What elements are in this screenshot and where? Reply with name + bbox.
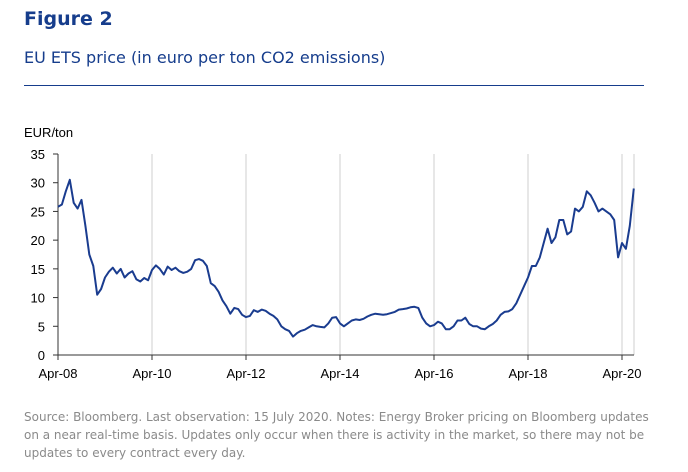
y-tick-label-10: 10: [31, 291, 45, 306]
series-layer: [57, 178, 635, 338]
figure-title: EU ETS price (in euro per ton CO2 emissi…: [24, 48, 386, 67]
y-tick-label-20: 20: [31, 233, 45, 248]
x-tick-label-Apr-10: Apr-10: [132, 366, 171, 381]
source-note: Source: Bloomberg. Last observation: 15 …: [24, 410, 649, 460]
x-tick-label-Apr-20: Apr-20: [602, 366, 641, 381]
eu-ets-price-chart: EUR/ton 0 5 10 15 20 25 30 35 Apr-08 Apr-10 Apr-1…: [24, 125, 642, 381]
axes: [53, 153, 634, 360]
title-rule: [24, 85, 644, 86]
series-line-0: [57, 178, 635, 338]
y-tick-label-5: 5: [38, 319, 45, 334]
y-tick-label-30: 30: [31, 176, 45, 191]
x-tick-label-Apr-12: Apr-12: [226, 366, 265, 381]
y-tick-labels: 0 5 10 15 20 25 30 35: [31, 147, 45, 363]
x-tick-label-Apr-16: Apr-16: [414, 366, 453, 381]
x-tick-labels: Apr-08 Apr-10 Apr-12 Apr-14 Apr-16 Apr-18 Apr-…: [38, 366, 641, 381]
figure-label: Figure 2: [24, 8, 113, 30]
y-tick-label-0: 0: [38, 348, 45, 363]
y-axis-unit-label: EUR/ton: [24, 125, 73, 140]
y-tick-label-25: 25: [31, 204, 45, 219]
x-tick-label-Apr-08: Apr-08: [38, 366, 77, 381]
vertical-gridlines: [151, 154, 635, 355]
y-tick-label-15: 15: [31, 262, 45, 277]
x-tick-label-Apr-18: Apr-18: [508, 366, 547, 381]
y-tick-label-35: 35: [31, 147, 45, 162]
x-tick-label-Apr-14: Apr-14: [320, 366, 359, 381]
